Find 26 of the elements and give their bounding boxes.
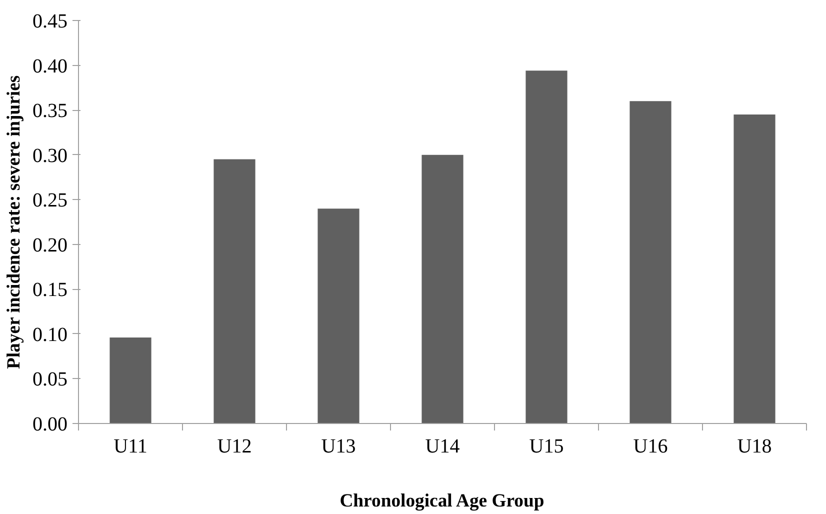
y-tick-label: 0.45 bbox=[32, 10, 68, 32]
y-tick-label: 0.10 bbox=[32, 324, 68, 346]
x-tick-label: U14 bbox=[425, 436, 460, 458]
y-tick-label: 0.30 bbox=[32, 144, 68, 167]
y-tick-label: 0.15 bbox=[32, 279, 68, 302]
y-tick-label: 0.00 bbox=[32, 414, 68, 436]
bar bbox=[630, 101, 672, 424]
y-tick-label: 0.05 bbox=[32, 368, 68, 391]
y-tick-label: 0.25 bbox=[32, 190, 68, 212]
x-tick-label: U11 bbox=[114, 436, 148, 458]
bar bbox=[318, 208, 360, 424]
bar bbox=[110, 338, 152, 424]
bar bbox=[214, 159, 256, 424]
x-tick-label: U18 bbox=[737, 436, 772, 458]
bar bbox=[526, 70, 568, 424]
x-tick-label: U12 bbox=[217, 436, 252, 458]
x-axis-title: Chronological Age Group bbox=[340, 490, 544, 512]
x-tick-label: U16 bbox=[633, 436, 668, 458]
y-tick-label: 0.35 bbox=[32, 100, 68, 122]
x-tick-label: U13 bbox=[321, 436, 356, 458]
y-tick-label: 0.20 bbox=[32, 234, 68, 256]
x-tick-label: U15 bbox=[529, 436, 564, 458]
y-axis-title: Player incidence rate: severe injuries bbox=[4, 75, 24, 369]
bar bbox=[734, 114, 776, 424]
bar bbox=[422, 154, 464, 424]
y-tick-label: 0.40 bbox=[32, 55, 68, 78]
